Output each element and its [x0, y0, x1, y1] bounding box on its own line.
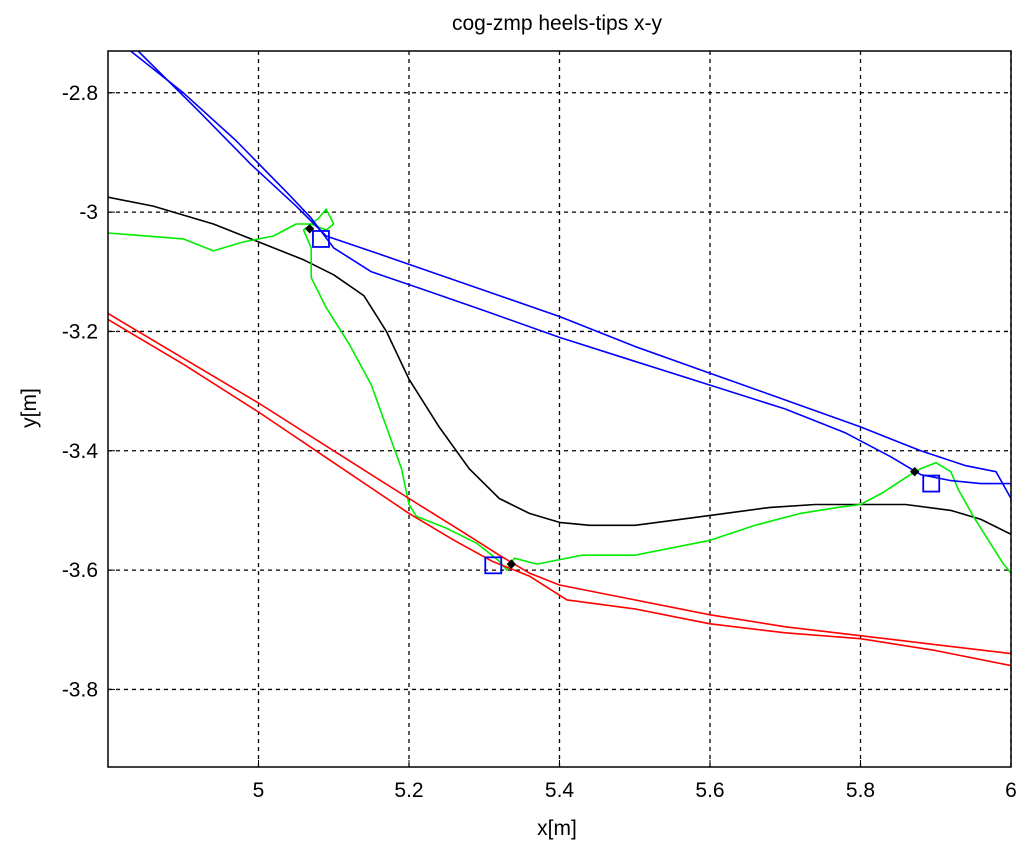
x-tick-label: 5.8	[846, 779, 875, 802]
series-line-2	[130, 51, 1011, 485]
y-tick-label: -3.6	[62, 559, 98, 582]
x-tick-label: 6	[1005, 779, 1017, 802]
x-tick-label: 5.2	[394, 779, 423, 802]
y-tick-label: -2.8	[62, 82, 98, 105]
x-tick-label: 5	[253, 779, 265, 802]
y-tick-label: -3.4	[62, 440, 99, 463]
x-axis-label: x[m]	[537, 817, 577, 840]
y-tick-label: -3.8	[62, 678, 98, 701]
square-marker-0	[312, 230, 330, 248]
chart-title: cog-zmp heels-tips x-y	[452, 12, 663, 35]
series-line-5	[108, 318, 1011, 667]
square-marker-2	[922, 474, 941, 493]
grid	[108, 51, 1012, 767]
x-tick-label: 5.4	[545, 779, 575, 802]
y-tick-label: -3.2	[62, 320, 98, 343]
series-line-3	[137, 51, 1011, 499]
square-marker-1	[484, 556, 503, 575]
markers-group	[304, 224, 941, 575]
x-ticks: 5 5.2 5.4 5.6 5.8 6	[253, 760, 1017, 802]
y-tick-label: -3	[79, 201, 98, 224]
y-ticks: -2.8 -3 -3.2 -3.4 -3.6 -3.8	[62, 82, 115, 701]
diamond-marker-4	[506, 559, 517, 569]
series-line-4	[108, 312, 1011, 655]
y-axis-label: y[m]	[18, 388, 41, 428]
diamond-marker-5	[909, 466, 920, 477]
diamond-marker-3	[304, 224, 315, 234]
x-tick-label: 5.6	[695, 779, 724, 802]
